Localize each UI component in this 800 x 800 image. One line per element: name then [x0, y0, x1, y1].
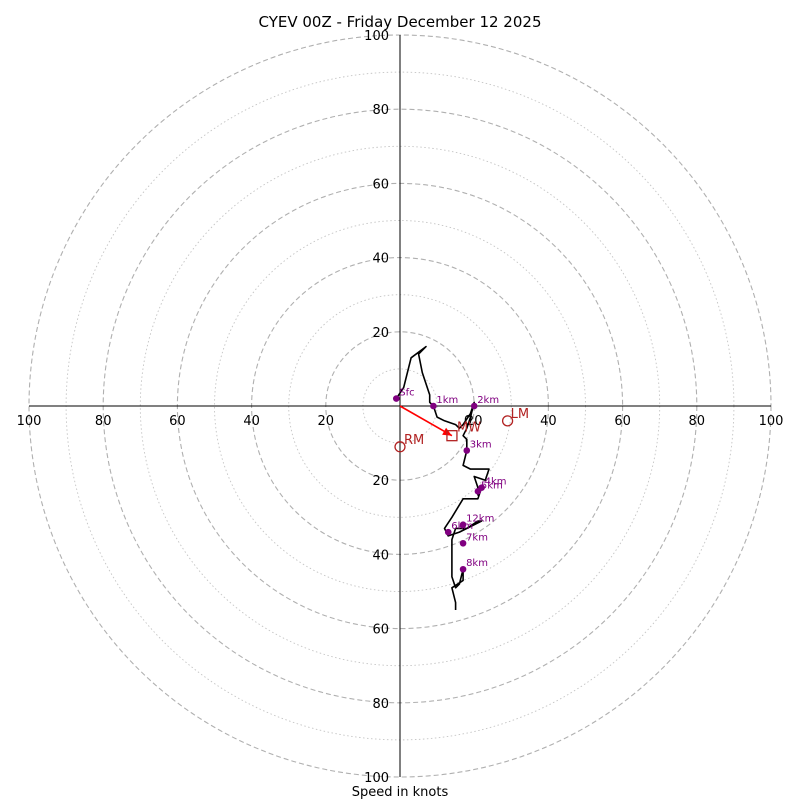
height-marker-label: 12km: [466, 514, 494, 525]
hodograph-trace-line: [395, 345, 490, 610]
height-marker-label: 8km: [466, 558, 488, 569]
left-mover-label: LM: [511, 407, 529, 422]
storm-motion-layer: MW RM LM: [394, 405, 529, 453]
y-tick-label: 100: [364, 29, 389, 44]
x-tick-label: 100: [759, 414, 784, 429]
height-marker-point: [392, 395, 400, 402]
height-marker-label: Sfc: [399, 388, 414, 399]
right-mover-label: RM: [404, 433, 424, 448]
height-marker-point: [470, 402, 478, 410]
x-axis-label: Speed in knots: [352, 785, 449, 800]
x-tick-label: 60: [614, 414, 631, 429]
height-marker-point: [459, 539, 467, 547]
hodograph-trace-layer: [395, 345, 490, 610]
x-tick-label: 80: [689, 414, 706, 429]
height-marker-point: [444, 528, 452, 536]
height-marker-label: 4km: [485, 477, 507, 488]
y-tick-label: 60: [372, 623, 389, 638]
height-marker-label: 5km: [481, 480, 503, 491]
y-tick-label: 40: [372, 548, 389, 563]
x-tick-label: 80: [95, 414, 112, 429]
left-mover-marker: [501, 415, 514, 427]
y-tick-label: 40: [372, 252, 389, 267]
mean-wind-marker: [446, 430, 458, 442]
height-marker-label: 1km: [436, 395, 458, 406]
x-tick-label: 100: [17, 414, 42, 429]
height-marker-label: 2km: [477, 395, 499, 406]
right-mover-marker: [394, 441, 406, 453]
y-tick-label: 20: [372, 326, 389, 341]
height-marker-point: [459, 521, 467, 529]
tick-labels: 2020202040404040606060608080808010010010…: [17, 29, 784, 786]
height-marker-point: [459, 565, 467, 573]
center-tick-label: 0: [464, 414, 472, 429]
height-marker-label: 6km: [451, 521, 473, 532]
x-tick-label: 60: [169, 414, 186, 429]
height-marker-label: 7km: [466, 532, 488, 543]
x-tick-label: 20: [318, 414, 335, 429]
y-tick-label: 80: [372, 103, 389, 118]
y-tick-label: 100: [364, 771, 389, 786]
height-marker-point: [474, 488, 482, 495]
height-marker-label: 3km: [470, 440, 492, 451]
mean-wind-label: MW: [457, 421, 481, 436]
x-tick-label: 40: [540, 414, 557, 429]
y-tick-label: 60: [372, 177, 389, 192]
x-tick-label: 40: [243, 414, 260, 429]
y-tick-label: 80: [372, 697, 389, 712]
mean-wind-vector: [399, 405, 453, 437]
height-marker-point: [463, 447, 471, 454]
height-marker-point: [430, 402, 437, 410]
y-tick-label: 20: [372, 474, 389, 489]
chart-title: CYEV 00Z - Friday December 12 2025: [258, 13, 541, 31]
